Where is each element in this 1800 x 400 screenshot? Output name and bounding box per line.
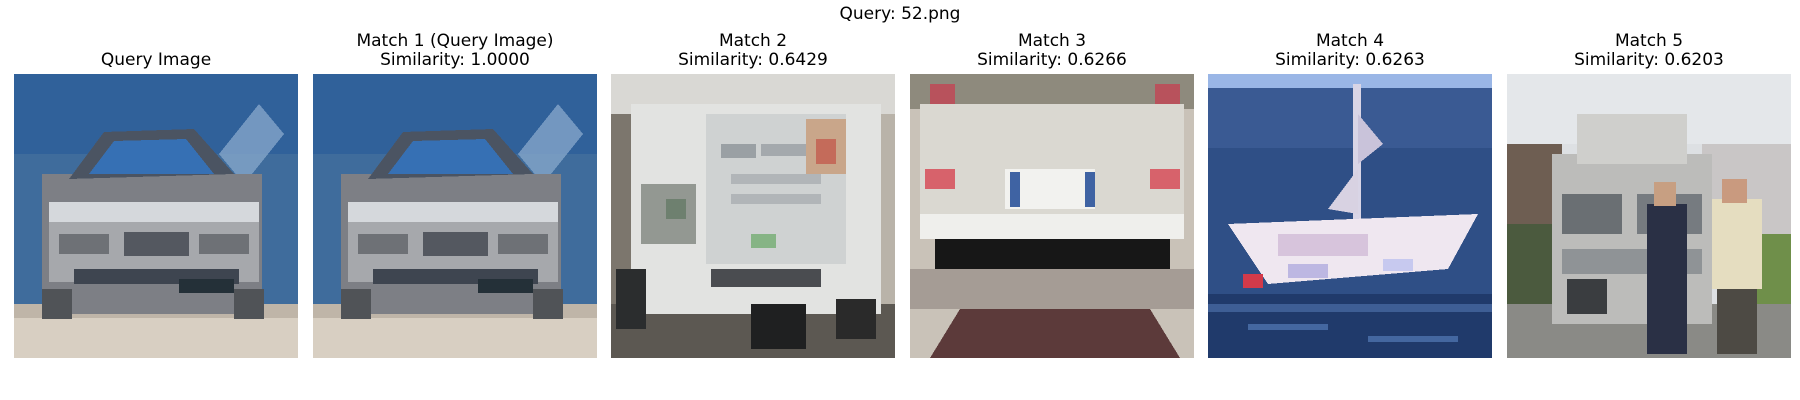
panel-title: Match 5 — [1614, 31, 1684, 51]
panel-title: Match 4 — [1315, 31, 1385, 51]
match-4-image — [1208, 74, 1492, 358]
truck-with-people-picture — [1507, 74, 1791, 358]
figure-title: Query: 52.png — [839, 4, 961, 24]
query-image — [14, 74, 298, 358]
match-1-image — [313, 74, 597, 358]
panel-query: Query Image — [14, 30, 298, 358]
panel-match-2: Match 2 Similarity: 0.6429 — [611, 30, 895, 358]
panel-match-4: Match 4 Similarity: 0.6263 — [1208, 30, 1492, 358]
panel-match-3: Match 3 Similarity: 0.6266 — [910, 30, 1194, 358]
boat-picture — [1208, 74, 1492, 358]
car-front-picture — [14, 74, 298, 358]
panel-title: Match 2 — [718, 31, 788, 51]
panel-title: Match 1 (Query Image) — [356, 31, 554, 51]
panel-similarity: Similarity: 0.6266 — [977, 50, 1127, 70]
panel-title-block: Match 4 Similarity: 0.6263 — [1208, 30, 1492, 70]
car-rear-picture — [910, 74, 1194, 358]
car-front-picture — [313, 74, 597, 358]
panel-similarity: Similarity: 0.6203 — [1574, 50, 1724, 70]
panel-match-5: Match 5 Similarity: 0.6203 — [1507, 30, 1791, 358]
panel-title-block: Match 3 Similarity: 0.6266 — [910, 30, 1194, 70]
white-truck-picture — [611, 74, 895, 358]
panel-title-block: Match 2 Similarity: 0.6429 — [611, 30, 895, 70]
panel-match-1: Match 1 (Query Image) Similarity: 1.0000 — [313, 30, 597, 358]
panel-title: Query Image — [100, 50, 212, 70]
match-5-image — [1507, 74, 1791, 358]
panel-title-block: Match 5 Similarity: 0.6203 — [1507, 30, 1791, 70]
panel-title-block: Query Image — [14, 30, 298, 70]
panel-title-block: Match 1 (Query Image) Similarity: 1.0000 — [313, 30, 597, 70]
panel-title: Match 3 — [1017, 31, 1087, 51]
match-3-image — [910, 74, 1194, 358]
panel-similarity: Similarity: 0.6429 — [678, 50, 828, 70]
panel-similarity: Similarity: 1.0000 — [380, 50, 530, 70]
match-2-image — [611, 74, 895, 358]
panel-similarity: Similarity: 0.6263 — [1275, 50, 1425, 70]
